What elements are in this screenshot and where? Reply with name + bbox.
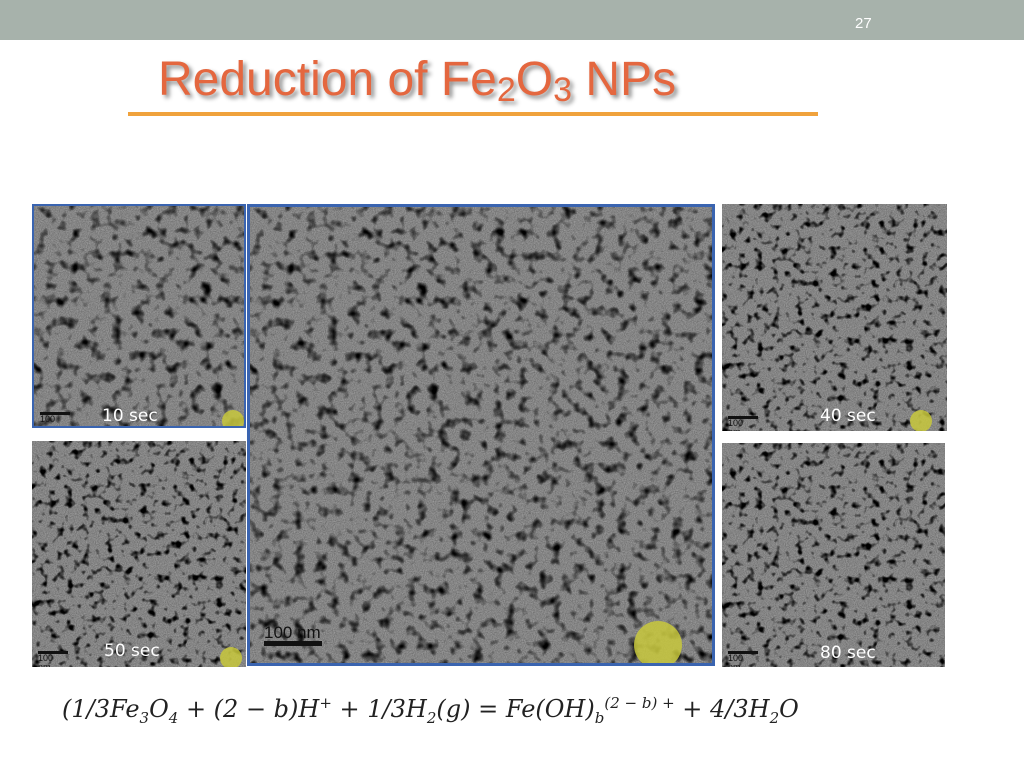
tem-image: 100 nm 10 sec xyxy=(32,204,246,428)
equation-sup: (2 − b) + xyxy=(604,694,675,712)
tem-image: 100 nm 40 sec xyxy=(722,204,947,431)
scale-bar: 100 nm xyxy=(40,412,70,426)
title-subscript: 3 xyxy=(553,71,573,109)
cursor-highlight xyxy=(910,410,932,431)
scale-bar: 100 nm xyxy=(264,624,322,646)
time-label: 10 sec xyxy=(102,406,158,426)
scale-bar: 100 nm xyxy=(728,416,758,431)
texture xyxy=(722,204,947,431)
slide-number: 27 xyxy=(855,15,872,32)
equation-sub: b xyxy=(594,708,605,727)
title-subscript: 2 xyxy=(496,71,516,109)
slide-title: Reduction of Fe2O3 NPs xyxy=(158,52,676,110)
texture xyxy=(250,207,712,663)
time-label: 50 sec xyxy=(104,641,160,661)
equation-term: O xyxy=(149,695,169,723)
micrograph xyxy=(32,441,246,667)
top-bar xyxy=(0,0,1024,40)
equation-term: O xyxy=(779,695,799,723)
title-part: Reduction of Fe xyxy=(158,53,497,106)
scale-bar: 100 nm xyxy=(728,651,758,667)
tem-image-main: 100 nm xyxy=(247,204,715,666)
equation-sub: 3 xyxy=(139,708,150,727)
micrograph xyxy=(250,207,712,663)
micrograph xyxy=(722,443,945,667)
tem-image: 100 nm 50 sec xyxy=(32,441,246,667)
scale-bar: 100 nm xyxy=(38,651,68,667)
title-part: O xyxy=(515,53,554,106)
tem-image: 100 nm 80 sec xyxy=(722,443,945,667)
equation: (1/3Fe3O4 + (2 − b)H+ + 1/3H2(g) = Fe(OH… xyxy=(62,694,799,727)
cursor-highlight xyxy=(220,647,242,667)
equation-term: + 4/3H xyxy=(674,695,770,723)
equation-term: + 1/3H xyxy=(331,695,427,723)
time-label: 80 sec xyxy=(820,643,876,663)
equation-sup: + xyxy=(319,694,332,712)
title-part: NPs xyxy=(572,53,677,106)
texture xyxy=(722,443,945,667)
equation-sub: 4 xyxy=(168,708,179,727)
cursor-highlight xyxy=(222,410,244,426)
equation-term: (g) = Fe(OH) xyxy=(436,695,595,723)
equation-term: + (2 − b)H xyxy=(178,695,320,723)
equation-sub: 2 xyxy=(769,708,780,727)
title-rule xyxy=(128,112,818,116)
micrograph xyxy=(34,206,244,426)
micrograph xyxy=(722,204,947,431)
equation-term: (1/3Fe xyxy=(62,695,140,723)
equation-sub: 2 xyxy=(426,708,437,727)
cursor-highlight xyxy=(634,621,682,663)
time-label: 40 sec xyxy=(820,406,876,426)
texture xyxy=(32,441,246,667)
texture xyxy=(34,206,244,426)
